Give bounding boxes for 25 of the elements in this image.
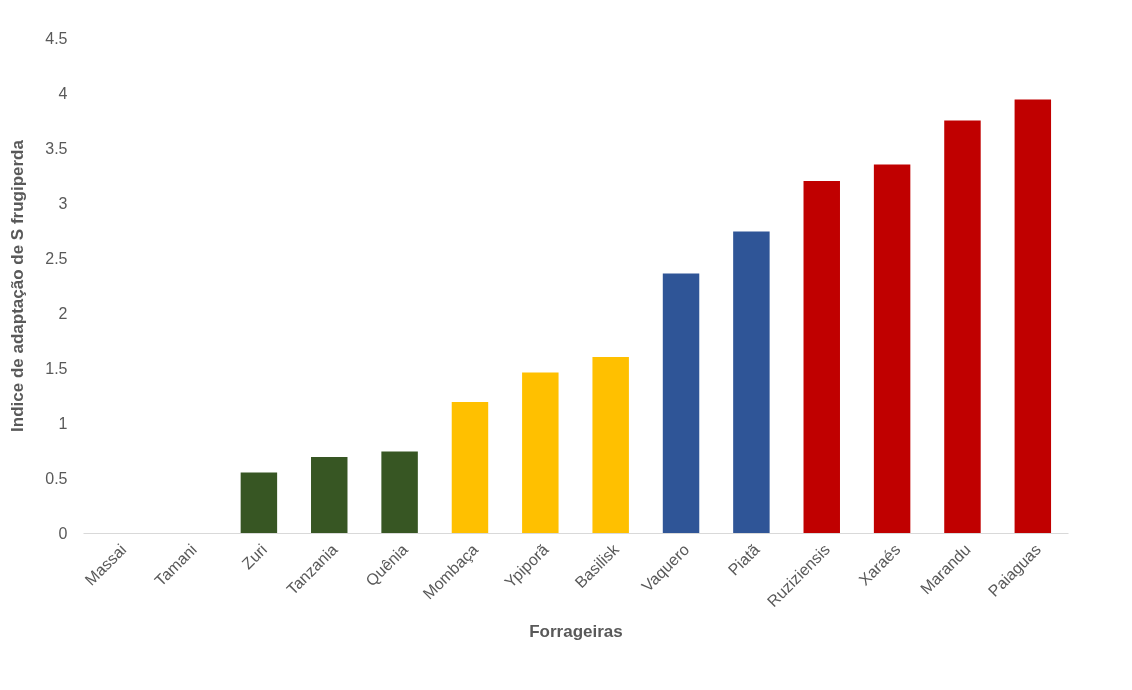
bar: [662, 273, 700, 533]
bar: [944, 120, 981, 533]
y-tick-label: 0: [58, 524, 68, 542]
bar: [592, 357, 629, 533]
bar: [873, 164, 911, 533]
bar: [522, 372, 559, 533]
bar: [381, 451, 418, 533]
bar: [803, 181, 840, 533]
y-tick-label: 3: [58, 194, 68, 212]
y-tick-label: 4: [58, 84, 68, 102]
y-tick-label: 2: [58, 304, 68, 322]
x-tick-label: Zuri: [238, 540, 271, 573]
y-axis-title: Indice de adaptação de S frugiperda: [8, 139, 28, 432]
y-tick-label: 3.5: [45, 139, 68, 157]
y-tick-label: 4.5: [45, 29, 68, 47]
y-tick-label: 1.5: [45, 359, 68, 377]
bar: [1014, 99, 1052, 533]
y-tick-label: 1: [58, 414, 68, 432]
y-tick-label: 0.5: [45, 469, 68, 487]
y-tick-label: 2.5: [45, 249, 68, 267]
x-axis-title: Forrageiras: [529, 622, 623, 642]
bar: [733, 231, 770, 533]
bar: [451, 402, 489, 533]
bar: [311, 457, 348, 533]
bar: [240, 472, 278, 533]
